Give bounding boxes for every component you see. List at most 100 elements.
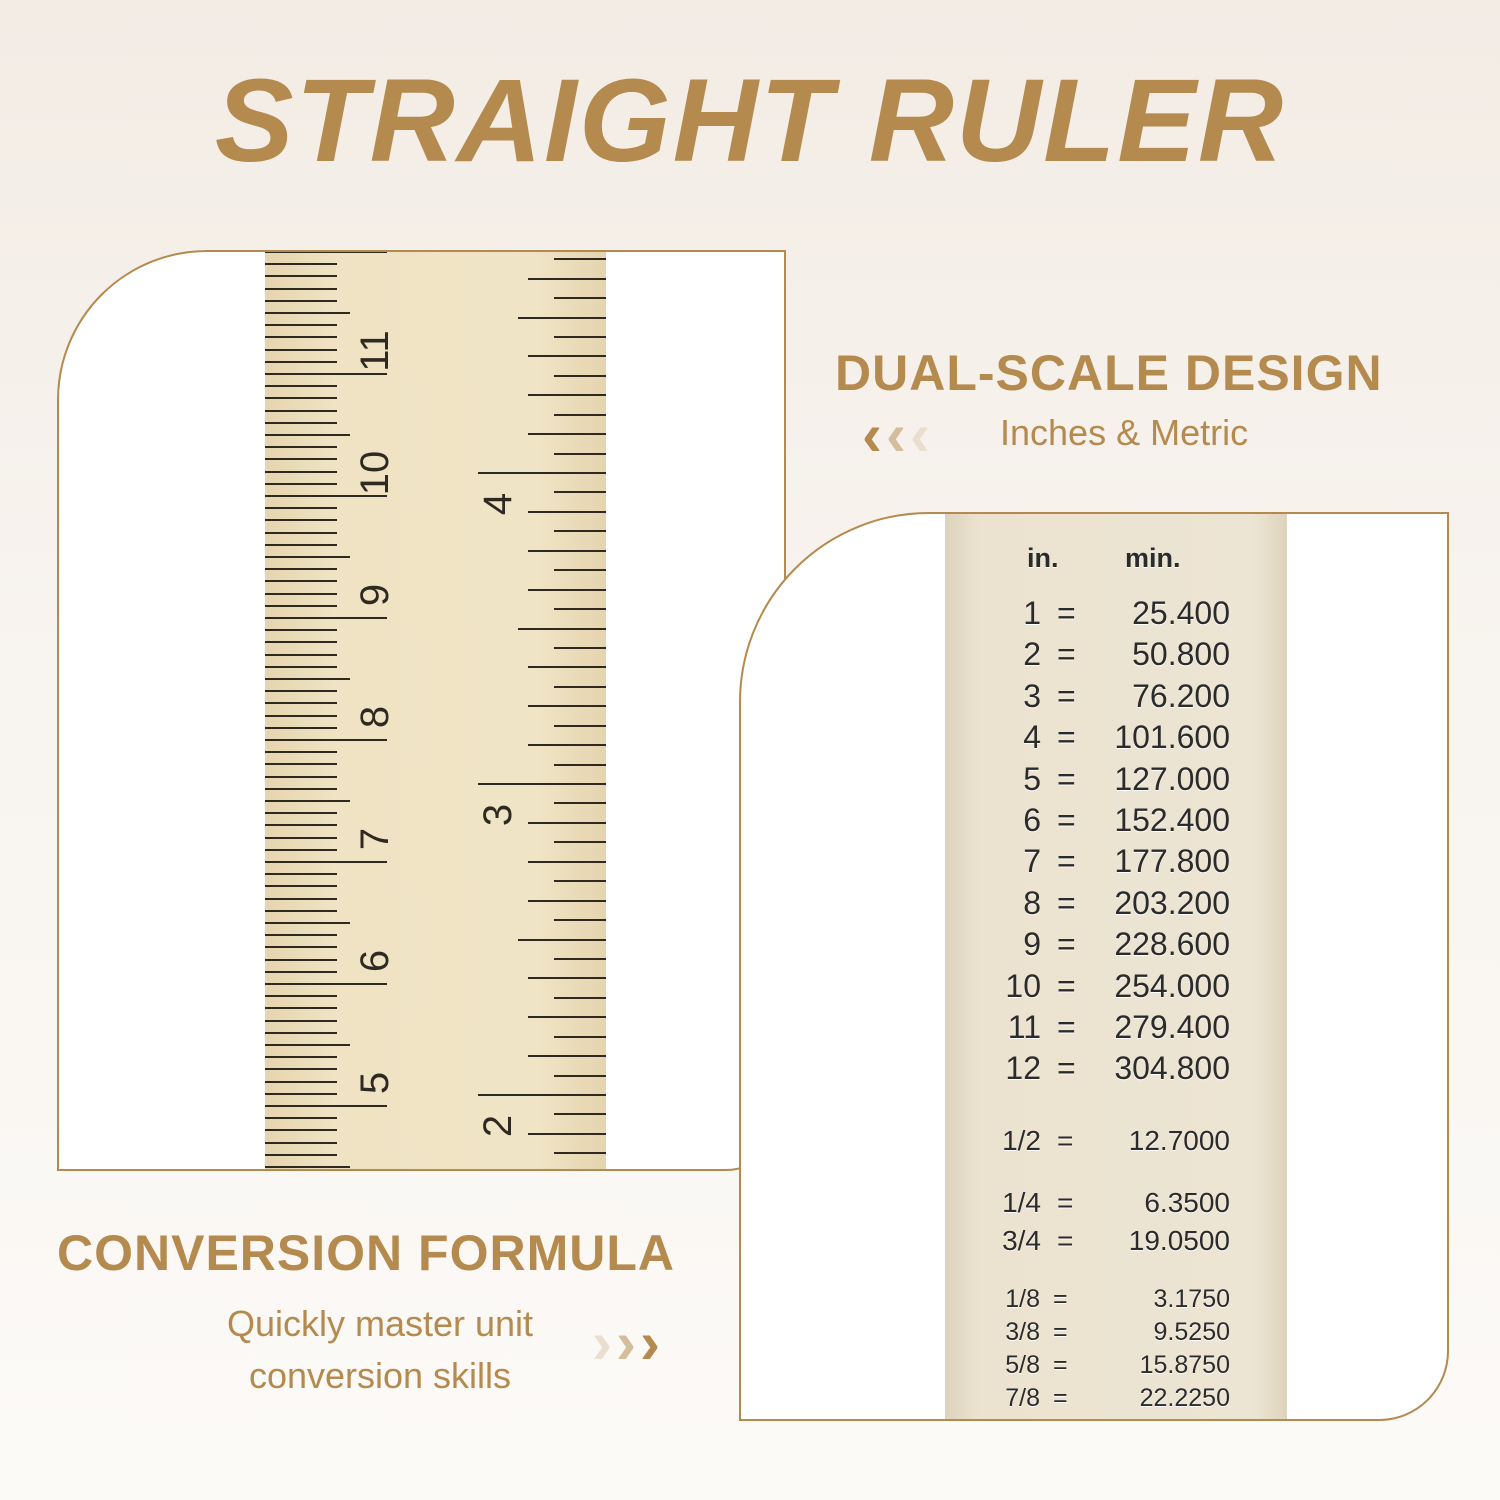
inch-value: 12 bbox=[1005, 1050, 1041, 1087]
mm-tick bbox=[265, 397, 337, 400]
mm-tick bbox=[265, 983, 387, 985]
inch-value: 6 bbox=[1023, 802, 1041, 838]
mm-tick bbox=[265, 690, 337, 693]
inch-tick bbox=[528, 705, 606, 708]
inch-label: 2 bbox=[476, 1114, 520, 1138]
inch-tick bbox=[554, 841, 606, 844]
mm-tick bbox=[265, 1031, 337, 1034]
equals-sign: = bbox=[1057, 926, 1076, 963]
inch-tick bbox=[528, 860, 606, 863]
inch-value: 7/8 bbox=[1005, 1384, 1040, 1412]
inch-tick bbox=[554, 1035, 606, 1038]
inch-value: 1/8 bbox=[1005, 1285, 1040, 1313]
mm-tick bbox=[265, 1080, 337, 1083]
inch-tick bbox=[528, 394, 606, 397]
inch-tick bbox=[554, 491, 606, 494]
mm-value: 25.400 bbox=[1132, 595, 1230, 631]
inch-tick bbox=[528, 977, 606, 980]
mm-tick bbox=[265, 787, 337, 790]
inch-tick bbox=[554, 569, 606, 572]
mm-tick bbox=[265, 995, 337, 998]
inch-value: 5 bbox=[1023, 760, 1041, 797]
mm-tick bbox=[265, 543, 337, 546]
equals-sign: = bbox=[1053, 1384, 1068, 1412]
mm-tick bbox=[265, 665, 337, 668]
inch-value: 1/2 bbox=[1002, 1125, 1041, 1156]
inch-tick bbox=[554, 413, 606, 416]
mm-tick bbox=[265, 470, 337, 473]
equals-sign: = bbox=[1057, 967, 1076, 1004]
mm-tick bbox=[265, 1166, 350, 1168]
mm-tick bbox=[265, 507, 337, 510]
mm-value: 228.600 bbox=[1114, 926, 1230, 963]
mm-tick bbox=[265, 580, 337, 583]
inch-tick bbox=[528, 899, 606, 902]
inch-tick bbox=[518, 316, 606, 319]
mm-value: 50.800 bbox=[1132, 636, 1230, 673]
inch-value: 1 bbox=[1023, 595, 1041, 631]
inch-tick bbox=[554, 1152, 606, 1155]
mm-tick bbox=[265, 360, 337, 363]
mm-tick bbox=[265, 1092, 337, 1095]
mm-tick bbox=[265, 385, 337, 388]
cm-label: 11 bbox=[353, 330, 397, 372]
inch-tick bbox=[518, 938, 606, 941]
inch-tick bbox=[554, 530, 606, 533]
mm-tick bbox=[265, 1141, 337, 1144]
mm-value: 22.2250 bbox=[1139, 1384, 1230, 1412]
mm-tick bbox=[265, 885, 337, 888]
conversion-subtitle-line1: Quickly master unit bbox=[226, 1303, 534, 1344]
inch-tick bbox=[554, 608, 606, 611]
mm-tick bbox=[265, 775, 337, 778]
inch-value: 5/8 bbox=[1005, 1351, 1040, 1379]
inch-value: 1/4 bbox=[1002, 1187, 1041, 1218]
inch-tick bbox=[528, 549, 606, 552]
inch-label: 3 bbox=[476, 803, 520, 827]
mm-tick bbox=[265, 726, 337, 729]
mm-tick bbox=[265, 1105, 387, 1107]
inch-label: 4 bbox=[476, 492, 520, 516]
chevron-right-icon: › bbox=[615, 1309, 636, 1376]
inch-value: 10 bbox=[1005, 967, 1041, 1004]
mm-tick bbox=[265, 1153, 337, 1156]
cm-label: 9 bbox=[353, 583, 397, 607]
mm-tick bbox=[265, 336, 337, 339]
ruler-scale-closeup: 5678910111234 bbox=[265, 252, 606, 1169]
inch-tick bbox=[554, 297, 606, 300]
page-title: STRAIGHT RULER bbox=[214, 55, 1286, 187]
inch-tick bbox=[554, 374, 606, 377]
inch-value: 3/4 bbox=[1002, 1225, 1041, 1256]
mm-tick bbox=[265, 970, 337, 973]
inch-tick bbox=[528, 588, 606, 591]
inch-tick bbox=[528, 1016, 606, 1019]
equals-sign: = bbox=[1057, 843, 1076, 880]
cm-label: 7 bbox=[353, 827, 397, 851]
equals-sign: = bbox=[1057, 595, 1076, 631]
chevron-left-icon: ‹ bbox=[862, 401, 882, 468]
inch-value: 3/8 bbox=[1005, 1318, 1040, 1346]
inch-tick bbox=[528, 821, 606, 824]
mm-value: 152.400 bbox=[1114, 802, 1230, 838]
equals-sign: = bbox=[1057, 1187, 1074, 1218]
mm-tick bbox=[265, 373, 387, 375]
mm-tick bbox=[265, 824, 337, 827]
conversion-table-ruler: in. min. 1 = 25.400 2 = 50.800 3 = 76.200 4 = 101.6… bbox=[945, 514, 1287, 1419]
mm-value: 3.1750 bbox=[1153, 1285, 1230, 1313]
mm-tick bbox=[265, 897, 337, 900]
inch-value: 4 bbox=[1023, 719, 1041, 756]
mm-tick bbox=[265, 348, 337, 351]
mm-tick bbox=[265, 714, 337, 717]
inch-tick bbox=[478, 783, 606, 785]
cm-label: 8 bbox=[353, 705, 397, 729]
mm-tick bbox=[265, 556, 350, 558]
mm-tick bbox=[265, 848, 337, 851]
mm-tick bbox=[265, 909, 337, 912]
mm-tick bbox=[265, 629, 337, 632]
chevron-left-icons: ‹‹‹ bbox=[862, 401, 934, 468]
equals-sign: = bbox=[1057, 636, 1076, 673]
inch-tick bbox=[554, 763, 606, 766]
mm-tick bbox=[265, 946, 337, 949]
mm-tick bbox=[265, 678, 350, 680]
mm-tick bbox=[265, 446, 337, 449]
mm-tick bbox=[265, 287, 337, 290]
